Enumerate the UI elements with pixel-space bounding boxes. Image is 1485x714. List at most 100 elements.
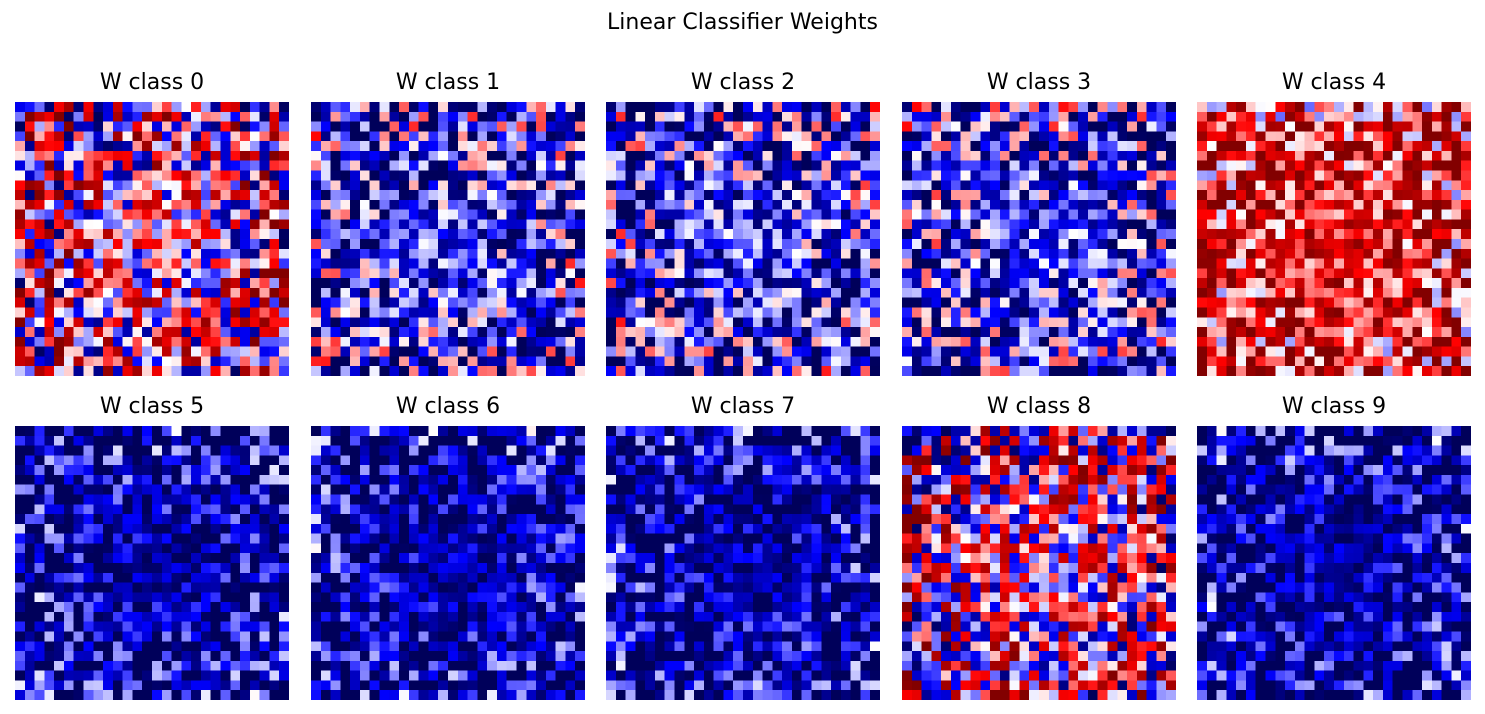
heatmap-cell: [103, 170, 114, 181]
heatmap-cell: [1236, 209, 1247, 220]
heatmap-cell: [870, 297, 880, 308]
heatmap-cell: [152, 229, 163, 240]
heatmap-cell: [902, 219, 913, 230]
heatmap-cell: [63, 268, 75, 279]
heatmap-cell: [122, 199, 133, 210]
heatmap-cell: [408, 465, 419, 476]
heatmap-cell: [674, 346, 685, 357]
heatmap-cell: [606, 199, 617, 210]
heatmap-cell: [762, 307, 773, 318]
heatmap-cell: [999, 170, 1010, 181]
heatmap-cell: [457, 141, 468, 152]
heatmap-cell: [801, 356, 812, 367]
heatmap-cell: [1058, 297, 1069, 308]
heatmap-cell: [181, 651, 192, 662]
heatmap-cell: [674, 180, 685, 191]
heatmap-cell: [24, 602, 35, 613]
heatmap-cell: [44, 680, 55, 691]
heatmap-cell: [1373, 180, 1384, 191]
heatmap-cell: [44, 504, 55, 515]
heatmap-cell: [448, 366, 459, 376]
heatmap-cell: [15, 131, 26, 142]
heatmap-cell: [1373, 258, 1384, 269]
heatmap-cell: [1422, 150, 1433, 162]
heatmap-cell: [34, 180, 45, 191]
heatmap-cell: [526, 239, 537, 250]
heatmap-cell: [1097, 150, 1108, 162]
heatmap-cell: [526, 336, 537, 347]
heatmap-cell: [1451, 248, 1462, 259]
heatmap-cell: [1009, 190, 1020, 201]
heatmap-cell: [654, 287, 666, 299]
heatmap-cell: [1166, 278, 1176, 289]
heatmap-cell: [1255, 307, 1266, 318]
heatmap-cell: [980, 199, 991, 210]
heatmap-cell: [950, 346, 962, 357]
heatmap-cell: [1363, 307, 1374, 318]
heatmap-cell: [438, 445, 449, 456]
heatmap-cell: [941, 102, 952, 113]
heatmap-cell: [1255, 278, 1266, 289]
heatmap-cell: [259, 131, 270, 142]
heatmap-cell: [428, 494, 439, 505]
heatmap-cell: [93, 680, 104, 691]
heatmap-cell: [1216, 278, 1227, 289]
heatmap-cell: [664, 150, 675, 162]
heatmap-cell: [941, 258, 952, 269]
panel-title-4: W class 4: [1281, 70, 1387, 95]
heatmap-cell: [181, 278, 192, 289]
heatmap-cell: [1068, 239, 1079, 250]
heatmap-cell: [1265, 287, 1276, 299]
heatmap-cell: [645, 248, 656, 259]
heatmap-cell: [477, 121, 488, 132]
heatmap-cell: [625, 307, 636, 318]
heatmap-cell: [24, 592, 35, 603]
heatmap-cell: [772, 190, 783, 201]
heatmap-cell: [723, 141, 734, 152]
heatmap-cell: [615, 229, 626, 240]
heatmap-cell: [1078, 141, 1089, 152]
heatmap-cell: [545, 484, 556, 495]
heatmap-cell: [122, 572, 133, 583]
heatmap-cell: [1097, 239, 1108, 250]
heatmap-cell: [1226, 307, 1237, 318]
heatmap-cell: [34, 131, 45, 142]
heatmap-cell: [93, 356, 104, 367]
heatmap-cell: [83, 268, 94, 279]
heatmap-cell: [161, 150, 172, 162]
heatmap-cell: [1255, 150, 1266, 162]
heatmap-cell: [191, 465, 202, 476]
heatmap-cell: [152, 170, 163, 181]
heatmap-cell: [1431, 336, 1442, 347]
heatmap-cell: [311, 229, 322, 240]
heatmap-cell: [536, 336, 547, 347]
heatmap-cell: [191, 346, 202, 357]
heatmap-cell: [526, 170, 537, 181]
heatmap-cell: [220, 563, 231, 574]
heatmap-cell: [44, 445, 55, 456]
heatmap-cell: [24, 336, 35, 347]
heatmap-cell: [1441, 239, 1452, 250]
heatmap-cell: [44, 484, 55, 495]
heatmap-cell: [1461, 327, 1471, 338]
heatmap-cell: [1216, 170, 1227, 181]
heatmap-cell: [921, 150, 932, 162]
heatmap-cell: [1461, 258, 1471, 269]
heatmap-cell: [132, 160, 143, 171]
heatmap-cell: [161, 690, 172, 700]
heatmap-cell: [1334, 170, 1345, 181]
heatmap-cell: [545, 366, 556, 376]
heatmap-cell: [24, 190, 35, 201]
heatmap-cell: [496, 170, 508, 181]
heatmap-cell: [487, 356, 498, 367]
heatmap-cell: [1265, 356, 1276, 367]
heatmap-cell: [565, 248, 576, 259]
heatmap-cell: [389, 268, 400, 279]
heatmap-cell: [1431, 219, 1442, 230]
heatmap-cell: [1343, 248, 1354, 259]
heatmap-cell: [840, 131, 851, 142]
heatmap-cell: [1236, 278, 1247, 289]
heatmap-cell: [171, 248, 182, 259]
heatmap-cell: [467, 248, 478, 259]
heatmap-cell: [1107, 258, 1118, 269]
